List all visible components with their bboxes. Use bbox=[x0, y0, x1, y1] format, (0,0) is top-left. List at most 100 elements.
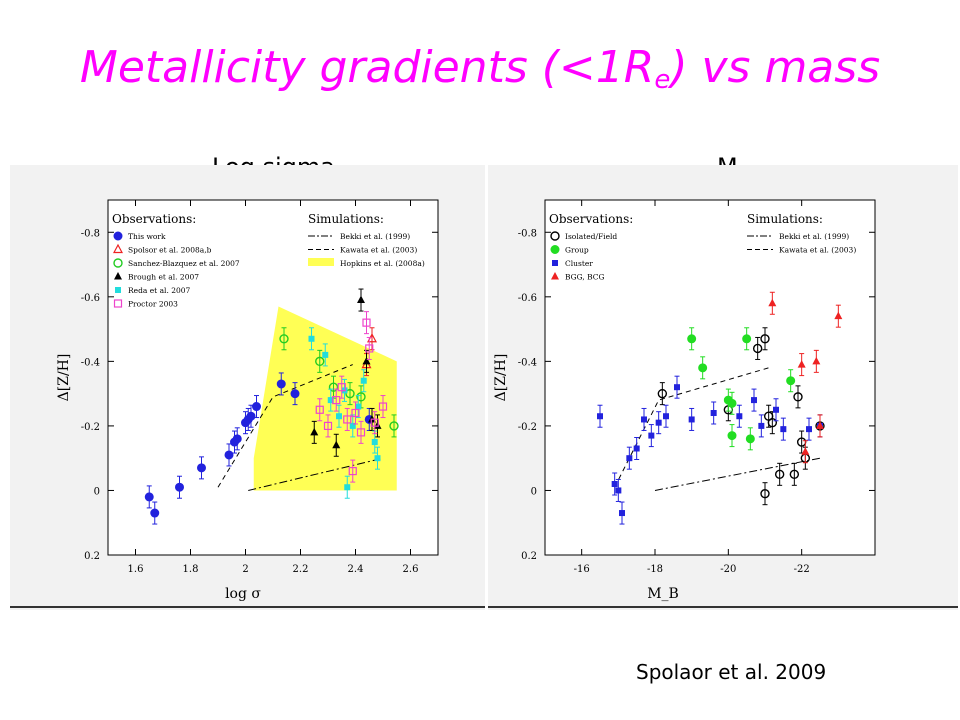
data-point bbox=[348, 466, 357, 476]
legend-entry: Group bbox=[565, 246, 589, 255]
data-point bbox=[812, 356, 821, 365]
legend-marker bbox=[114, 272, 122, 280]
data-point bbox=[343, 415, 352, 424]
x-axis-label: log σ bbox=[225, 586, 261, 602]
plot-frame bbox=[544, 199, 876, 556]
data-point bbox=[290, 389, 300, 399]
data-point bbox=[323, 421, 333, 431]
x-tick-label: 2.6 bbox=[403, 564, 419, 575]
legend-entry: Proctor 2003 bbox=[128, 300, 178, 309]
data-point bbox=[641, 416, 647, 423]
y-tick-label: -0.2 bbox=[518, 422, 537, 433]
x-tick-label: -18 bbox=[647, 564, 663, 575]
data-point bbox=[373, 421, 382, 429]
data-point bbox=[752, 343, 763, 354]
y-axis-label: Δ[Z/H] bbox=[56, 354, 72, 402]
x-tick-label: 1.8 bbox=[183, 564, 199, 575]
data-point bbox=[758, 422, 765, 429]
data-point bbox=[322, 351, 329, 358]
title-main-text: Metallicity gradients (<1R bbox=[79, 42, 655, 93]
data-point bbox=[597, 413, 603, 420]
data-point bbox=[389, 421, 399, 431]
x-tick-label: 2 bbox=[242, 564, 248, 575]
y-tick-label: -0.8 bbox=[518, 228, 537, 239]
data-point bbox=[760, 334, 770, 344]
legend-swatch bbox=[308, 258, 334, 266]
data-point bbox=[374, 455, 381, 462]
data-point bbox=[144, 492, 154, 502]
data-point bbox=[378, 402, 388, 411]
data-point bbox=[786, 376, 796, 386]
model-line bbox=[614, 367, 769, 488]
y-tick-label: -0.4 bbox=[518, 357, 537, 368]
data-point bbox=[727, 431, 737, 441]
legend-entry: Kawata et al. (2003) bbox=[340, 246, 417, 255]
data-point bbox=[633, 445, 640, 452]
legend-marker bbox=[551, 272, 559, 280]
data-point bbox=[727, 398, 737, 408]
data-point bbox=[371, 439, 378, 446]
legend-marker bbox=[550, 231, 560, 241]
y-tick-label: -0.6 bbox=[518, 293, 537, 304]
data-point bbox=[816, 421, 824, 429]
data-point bbox=[349, 422, 356, 429]
legend-marker bbox=[113, 243, 123, 254]
legend-simulations-title: Simulations: bbox=[747, 212, 823, 226]
data-point bbox=[793, 392, 803, 402]
data-point bbox=[315, 356, 325, 367]
legend-entry: Hopkins et al. (2008a) bbox=[340, 259, 425, 268]
data-point bbox=[328, 382, 339, 392]
slide-title: Metallicity gradients (<1Re) vs mass bbox=[0, 42, 960, 95]
data-point bbox=[332, 395, 341, 405]
y-tick-label: 0 bbox=[94, 486, 100, 497]
data-point bbox=[150, 508, 160, 518]
data-point bbox=[337, 383, 346, 392]
data-point bbox=[362, 318, 371, 327]
data-point bbox=[310, 427, 319, 436]
data-point bbox=[224, 450, 234, 460]
data-point bbox=[336, 413, 342, 420]
data-point bbox=[648, 432, 655, 439]
data-point bbox=[801, 447, 810, 455]
data-point bbox=[360, 377, 367, 384]
legend-entry: Brough et al. 2007 bbox=[128, 273, 199, 282]
data-point bbox=[367, 332, 377, 343]
data-point bbox=[365, 344, 374, 353]
legend-marker bbox=[552, 260, 558, 266]
data-point bbox=[344, 484, 351, 491]
x-tick-label: -22 bbox=[794, 564, 810, 575]
data-point bbox=[370, 418, 379, 427]
data-point bbox=[751, 397, 757, 404]
legend-observations-title: Observations: bbox=[549, 212, 633, 226]
x-tick-label: -16 bbox=[574, 564, 590, 575]
data-point bbox=[197, 463, 206, 473]
data-point bbox=[789, 469, 800, 480]
legend-marker bbox=[115, 287, 121, 293]
legend-marker bbox=[113, 299, 123, 308]
x-tick-label: 2.2 bbox=[293, 564, 309, 575]
data-point bbox=[276, 379, 286, 389]
y-axis-label: Δ[Z/H] bbox=[493, 354, 509, 402]
model-line bbox=[248, 457, 384, 491]
title-subscript: e bbox=[654, 65, 671, 95]
data-point bbox=[773, 406, 779, 413]
legend-marker bbox=[113, 258, 123, 268]
data-point bbox=[657, 388, 668, 399]
data-point bbox=[655, 419, 662, 426]
y-tick-label: -0.6 bbox=[81, 293, 100, 304]
legend-marker bbox=[550, 245, 560, 254]
y-tick-label: -0.8 bbox=[81, 228, 100, 239]
legend-entry: This work bbox=[128, 232, 166, 241]
x-tick-label: 2.4 bbox=[348, 564, 364, 575]
data-point bbox=[742, 334, 752, 344]
citation: Spolaor et al. 2009 bbox=[636, 660, 827, 684]
x-tick-label: -20 bbox=[720, 564, 736, 575]
data-point bbox=[768, 298, 777, 307]
legend-entry: Spolsor et al. 2008a,b bbox=[128, 246, 212, 255]
chart-panel-1: 1.6 1.8 2 2.2 2.4 2.6 -0.8 -0.6 -0.4 -0.2 0 0.2 log … bbox=[10, 165, 485, 610]
data-point bbox=[252, 402, 261, 412]
data-point bbox=[356, 392, 366, 402]
data-point bbox=[315, 405, 324, 414]
data-point bbox=[767, 417, 778, 428]
